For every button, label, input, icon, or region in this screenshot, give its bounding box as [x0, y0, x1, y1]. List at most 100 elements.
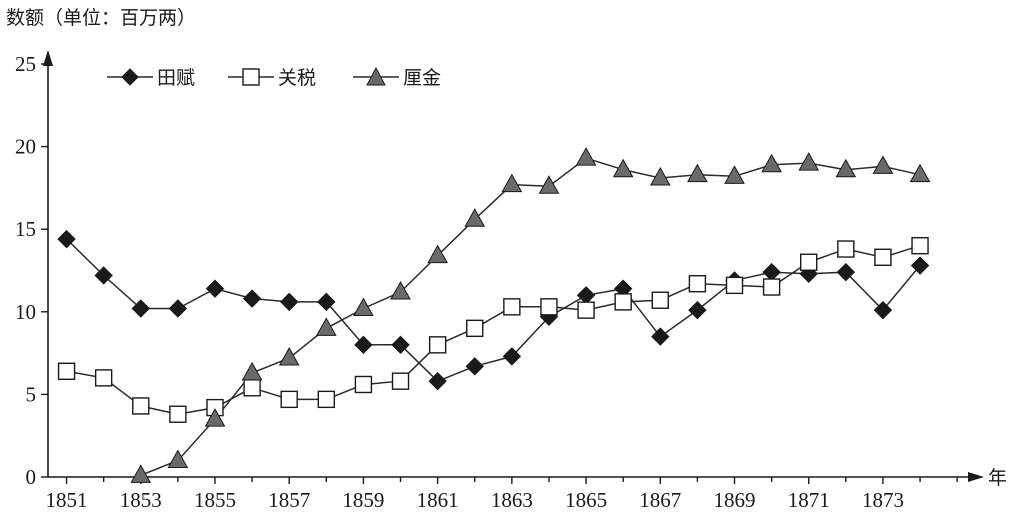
data-point-diamond [428, 371, 447, 391]
y-axis-arrow-icon [43, 50, 53, 66]
data-point-triangle [278, 347, 300, 366]
data-point-diamond [910, 256, 930, 275]
data-point-square [614, 293, 632, 311]
data-point-square [132, 397, 150, 415]
data-point-square [354, 375, 373, 394]
data-point-triangle [130, 464, 152, 483]
data-point-triangle [464, 208, 486, 227]
data-point-square [503, 298, 521, 316]
data-point-diamond [94, 266, 113, 285]
data-point-triangle [909, 163, 931, 183]
data-point-diamond [317, 292, 336, 312]
data-point-diamond [651, 327, 670, 346]
legend-item-tianfu: 田赋 [107, 67, 195, 89]
data-point-square [725, 276, 744, 295]
data-point-square [94, 369, 113, 387]
data-point-triangle [761, 153, 782, 173]
x-tick-label: 1865 [565, 488, 607, 512]
x-tick-label: 1851 [46, 488, 88, 512]
x-tick-label: 1869 [714, 488, 756, 512]
data-point-diamond [762, 262, 781, 282]
data-point-triangle [501, 173, 523, 193]
legend-triangle-marker-icon [366, 66, 386, 86]
data-point-square [874, 248, 892, 266]
data-point-square [169, 405, 187, 423]
series-line-0 [66, 238, 921, 383]
x-tick-label: 1859 [342, 488, 384, 512]
legend-label: 田赋 [157, 67, 195, 89]
data-point-diamond [242, 289, 262, 308]
x-axis-arrow-icon [968, 472, 984, 482]
data-point-triangle [241, 361, 263, 381]
x-tick-label: 1871 [788, 488, 830, 512]
y-tick-label: 20 [15, 135, 36, 159]
data-point-square [57, 362, 76, 380]
legend-square-marker-icon [242, 68, 260, 86]
data-point-diamond [873, 300, 893, 320]
data-point-square [391, 372, 410, 390]
data-point-triangle [724, 165, 745, 184]
y-tick-label: 5 [26, 382, 37, 406]
series-line-1 [66, 244, 921, 415]
data-point-triangle [427, 244, 448, 264]
data-point-diamond [502, 347, 522, 366]
data-point-triangle [687, 163, 708, 183]
data-point-square [837, 240, 855, 258]
x-tick-label: 1863 [491, 488, 533, 512]
data-point-diamond [576, 286, 596, 305]
x-tick-label: 1857 [268, 488, 310, 512]
data-point-triangle [872, 155, 894, 174]
y-tick-label: 25 [15, 52, 36, 76]
data-point-square [243, 379, 261, 397]
legend-label: 关税 [278, 67, 316, 89]
y-tick-label: 10 [15, 300, 36, 324]
data-point-diamond [465, 357, 484, 376]
legend-diamond-marker-icon [121, 68, 139, 86]
data-point-triangle [390, 280, 411, 300]
data-point-square [428, 336, 447, 354]
data-point-triangle [315, 317, 337, 336]
data-point-square [540, 298, 558, 316]
data-point-square [280, 390, 298, 409]
axes: 数额（单位：百万两） 年 [6, 7, 1007, 489]
legend-item-guanshui: 关税 [228, 67, 316, 89]
data-point-triangle [538, 175, 560, 194]
data-point-diamond [205, 279, 225, 298]
data-point-triangle [204, 408, 226, 427]
legend-label: 厘金 [403, 67, 441, 89]
data-point-diamond [57, 229, 76, 249]
data-point-diamond [688, 300, 707, 320]
data-point-diamond [131, 299, 150, 318]
x-tick-label: 1873 [862, 488, 904, 512]
x-tick-label: 1867 [639, 488, 681, 512]
data-point-triangle [353, 297, 374, 316]
ticks: 0 5 10 15 20 25 1851 1853 1855 1857 1859 1861 1863 18… [15, 52, 958, 512]
data-point-square [800, 253, 818, 271]
y-tick-label: 0 [26, 465, 37, 489]
data-point-square [466, 319, 484, 338]
data-point-square [317, 390, 336, 409]
data-point-diamond [168, 299, 188, 318]
data-point-triangle [612, 158, 634, 178]
data-point-square [911, 237, 929, 255]
x-axis-title: 年 [988, 467, 1007, 489]
y-axis-title: 数额（单位：百万两） [6, 7, 196, 29]
x-tick-label: 1861 [417, 488, 459, 512]
series-lines [66, 157, 921, 476]
x-tick-label: 1853 [120, 488, 162, 512]
legend-item-lijin: 厘金 [353, 66, 441, 89]
data-point-square [651, 291, 669, 309]
data-point-triangle [649, 166, 671, 186]
data-point-triangle [575, 147, 597, 166]
x-tick-label: 1855 [194, 488, 236, 512]
data-point-diamond [836, 262, 856, 282]
data-point-square [762, 278, 781, 296]
series-line-2 [140, 157, 921, 476]
series-markers [57, 147, 931, 483]
data-point-diamond [279, 292, 299, 312]
legend: 田赋 关税 厘金 [107, 66, 441, 89]
y-tick-label: 15 [15, 217, 36, 241]
data-point-triangle [798, 152, 820, 171]
